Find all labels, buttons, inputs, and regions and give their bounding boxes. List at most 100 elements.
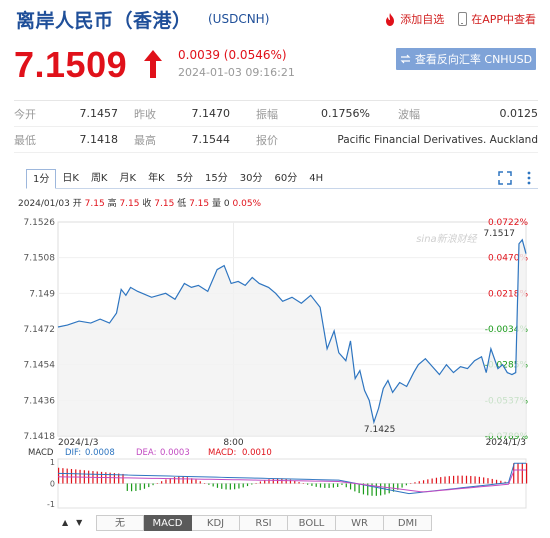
macd-bar — [517, 463, 519, 484]
stat-label: 最高 — [134, 133, 156, 147]
macd-tick: 0 — [50, 480, 55, 489]
tab-period[interactable]: 60分 — [274, 173, 298, 184]
macd-bar — [483, 477, 485, 484]
phone-icon — [458, 12, 468, 26]
tab-period[interactable]: 30分 — [239, 173, 263, 184]
macd-bar — [186, 477, 189, 484]
reverse-rate-button[interactable]: 查看反向汇率 CNHUSD — [396, 48, 536, 70]
macd-bar — [470, 475, 472, 484]
macd-bar — [259, 481, 261, 484]
macd-bar — [444, 476, 446, 484]
tab-period[interactable]: 年K — [148, 173, 165, 184]
macd-bar — [255, 482, 257, 484]
pct-tick-label: -0.0789% — [485, 432, 529, 442]
page-header: 离岸人民币（香港） (USDCNH) 添加自选 在APP中查看 — [0, 0, 550, 38]
tab-period[interactable]: 周K — [90, 173, 108, 184]
macd-bar — [388, 483, 390, 494]
stats-row: 今开 7.1457 昨收 7.1470 振幅 0.1756% 波幅 0.0125 — [14, 101, 538, 127]
tab-period[interactable]: 1分 — [26, 169, 57, 189]
tab-period[interactable]: 日K — [62, 173, 79, 184]
macd-bar — [130, 483, 133, 492]
indicator-tab[interactable]: KDJ — [192, 515, 240, 531]
macd-bar — [191, 478, 193, 484]
scroll-arrows: ▲ ▼ — [62, 518, 82, 527]
macd-bar — [139, 483, 141, 491]
macd-dea-line — [57, 469, 526, 493]
ohlc-info-line: 2024/01/03 开 7.15 高 7.15 收 7.15 低 7.15 量… — [18, 196, 261, 209]
x-axis-label: 2024/1/3 — [486, 438, 526, 448]
macd-bar — [461, 475, 463, 484]
stat-value: 7.1470 — [191, 107, 231, 120]
pct-tick-label: 0.0470% — [488, 254, 528, 264]
macd-dea-label: DEA: — [136, 448, 156, 458]
tab-period[interactable]: 4H — [309, 173, 324, 184]
scroll-up-icon[interactable]: ▲ — [62, 518, 69, 527]
macd-bar — [229, 483, 231, 490]
indicator-tab[interactable]: 无 — [96, 515, 144, 531]
indicator-tab[interactable]: WR — [336, 515, 384, 531]
period-tabs: 1分 日K 周K 月K 年K 5分 15分 30分 60分 4H — [26, 169, 538, 189]
macd-bar — [272, 478, 274, 484]
add-watchlist-label: 添加自选 — [400, 13, 445, 26]
macd-bar — [212, 483, 214, 487]
macd-bar — [315, 483, 317, 487]
macd-bar — [225, 483, 227, 490]
macd-bar — [319, 483, 322, 488]
macd-bar — [371, 483, 373, 496]
macd-bar — [448, 476, 450, 484]
pct-tick-label: 0.0722% — [488, 218, 528, 228]
macd-bar — [324, 483, 326, 488]
swap-icon — [400, 54, 411, 64]
stat-label: 报价 — [256, 133, 278, 147]
stat-value: 7.1418 — [79, 133, 119, 146]
macd-bar — [341, 483, 343, 485]
macd-macd-value: 0.0010 — [242, 448, 272, 458]
stat-label: 波幅 — [398, 107, 420, 121]
macd-bar — [268, 479, 270, 484]
macd-bar — [178, 476, 180, 484]
stat-value: 0.0125 — [499, 107, 539, 120]
tab-period[interactable]: 15分 — [205, 173, 228, 184]
macd-bar — [392, 483, 395, 492]
flame-icon — [386, 12, 395, 26]
intraday-chart[interactable]: 7.1526 7.1508 7.149 7.1472 7.1454 7.1436 7.141… — [0, 210, 550, 510]
macd-bar — [457, 475, 459, 484]
current-price: 7.1509 — [14, 44, 128, 85]
macd-bar — [397, 483, 399, 490]
macd-bar — [199, 481, 201, 484]
macd-bar — [405, 483, 407, 486]
indicator-tab[interactable]: RSI — [240, 515, 288, 531]
watermark-logo: sina新浪财经 — [416, 233, 477, 245]
tab-period[interactable]: 月K — [119, 173, 137, 184]
macd-bar — [435, 477, 438, 484]
fullscreen-icon[interactable] — [498, 171, 512, 185]
stat-value: 7.1457 — [79, 107, 119, 120]
more-icon[interactable] — [522, 171, 536, 185]
stat-value: 0.1756% — [321, 107, 370, 120]
reverse-rate-label: 查看反向汇率 CNHUSD — [414, 53, 533, 66]
macd-bar — [332, 483, 334, 488]
page-title: 离岸人民币（香港） — [16, 10, 192, 32]
macd-bar — [152, 483, 154, 486]
price-area — [58, 239, 526, 436]
macd-bar — [285, 478, 287, 484]
macd-bar — [418, 481, 420, 484]
indicator-tab[interactable]: MACD — [144, 515, 192, 531]
macd-bar — [143, 483, 146, 489]
view-in-app-link[interactable]: 在APP中查看 — [458, 11, 536, 27]
indicator-tab[interactable]: DMI — [384, 515, 432, 531]
macd-bar — [294, 480, 296, 484]
macd-bar — [478, 476, 480, 484]
add-watchlist-link[interactable]: 添加自选 — [384, 11, 444, 27]
macd-bar — [367, 483, 369, 496]
macd-bar — [500, 480, 502, 484]
macd-tick: -1 — [47, 500, 55, 509]
info-low-label: 低 — [177, 199, 187, 209]
macd-bar — [203, 483, 206, 484]
info-high-label: 高 — [107, 199, 117, 209]
tab-period[interactable]: 5分 — [176, 173, 193, 184]
scroll-down-icon[interactable]: ▼ — [76, 518, 83, 527]
indicator-tab[interactable]: BOLL — [288, 515, 336, 531]
macd-bar — [328, 483, 330, 488]
quote-time: 2024-01-03 09:16:21 — [178, 66, 295, 79]
